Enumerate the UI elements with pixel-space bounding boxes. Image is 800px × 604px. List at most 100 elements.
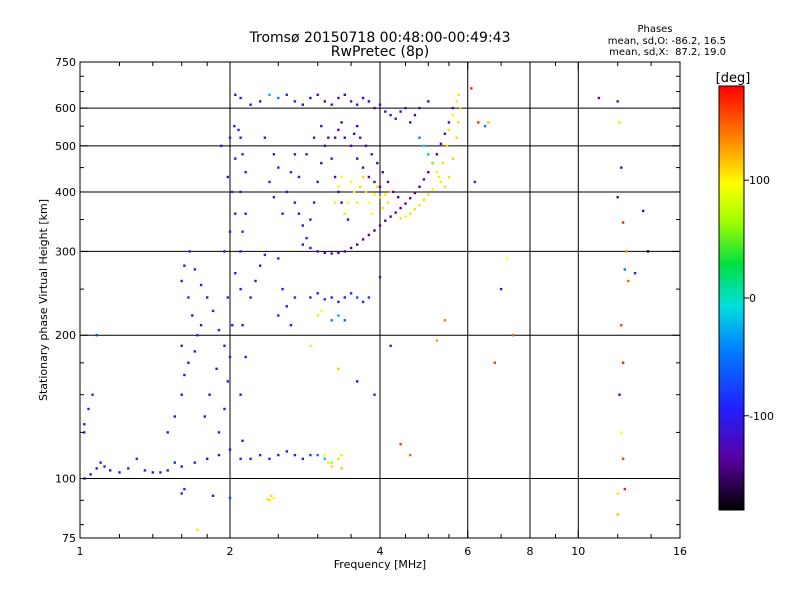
axes-layer: 1 2 4 6 8 10 16 75 100 200 300 400 500 600 750 [55,56,687,558]
echo-point-55 [234,157,237,160]
x-axis-label: Frequency [MHz] [334,558,426,571]
echo-point-204 [443,185,447,188]
echo-point-163 [391,190,395,194]
echo-point-217 [431,188,434,191]
colorbar-gradient [718,85,745,511]
echo-point-149 [349,144,353,147]
echo-point-270 [180,492,183,495]
echo-point-317 [623,487,626,491]
y-tick-label-7: 750 [55,56,76,69]
echo-point-105 [349,100,353,103]
echo-point-318 [616,513,619,516]
y-tick-label-2: 200 [55,329,76,342]
echo-point-85 [340,467,343,470]
echo-point-211 [455,100,458,103]
echo-point-248 [330,296,333,299]
echo-point-169 [330,252,333,255]
echo-point-62 [244,171,247,174]
phase-stats-heading: Phases [637,24,672,35]
echo-point-305 [620,166,623,169]
echo-point-308 [625,250,628,253]
echo-point-102 [330,103,333,106]
echo-point-24 [187,361,190,364]
echo-point-107 [361,96,365,100]
echo-point-162 [386,180,390,184]
echo-point-61 [241,153,244,156]
echo-point-310 [627,279,630,283]
echo-point-160 [376,161,379,165]
phase-colorbar: [deg] 100 0 -100 [716,71,774,511]
echo-point-181 [399,206,402,210]
echo-point-124 [293,153,297,156]
echo-point-171 [343,250,346,253]
echo-point-237 [384,193,387,196]
echo-point-103 [337,96,340,100]
echo-point-187 [427,171,430,174]
echo-point-77 [285,450,288,453]
echo-point-110 [378,103,382,106]
echo-point-304 [618,121,621,124]
echo-point-23 [183,373,186,377]
echo-point-170 [337,251,340,254]
echo-point-1 [89,473,92,476]
echo-point-83 [330,461,333,464]
echo-point-260 [277,314,280,317]
echo-point-285 [435,339,438,342]
echo-point-216 [437,175,440,179]
echo-point-109 [373,106,376,110]
echo-point-70 [239,393,242,396]
echo-point-208 [457,121,460,124]
echo-point-233 [373,193,376,196]
echo-point-59 [220,144,223,147]
echo-point-6 [118,471,121,474]
echo-point-90 [234,93,237,96]
x-tick-label-0: 1 [77,545,84,558]
echo-point-232 [370,212,373,215]
echo-point-242 [340,175,343,179]
echo-point-67 [239,287,242,291]
echo-point-147 [340,121,343,124]
echo-point-182 [404,202,407,205]
echo-point-96 [285,93,288,96]
echo-point-190 [439,142,443,145]
echo-point-312 [621,361,625,364]
x-tick-label-1: 2 [227,545,234,558]
echo-point-161 [381,171,384,174]
y-tick-label-6: 600 [55,102,76,115]
echo-point-246 [316,292,319,295]
echo-point-238 [346,201,350,204]
echo-point-276 [272,496,276,500]
echo-point-222 [409,212,412,215]
echo-point-50 [223,250,226,253]
echo-point-51 [228,230,232,233]
echo-point-291 [337,367,340,370]
echo-point-135 [327,136,330,139]
echo-point-132 [316,180,319,184]
y-axis-label: Stationary phase Virtual Height [km] [37,199,50,401]
echo-point-159 [370,153,373,156]
echo-point-218 [427,193,430,196]
echo-point-191 [443,132,447,135]
echo-point-321 [633,272,637,275]
echo-point-277 [270,494,273,497]
echo-point-27 [199,324,203,327]
echo-point-287 [389,344,392,347]
echo-point-31 [183,264,186,267]
echo-point-156 [356,124,359,128]
echo-point-69 [244,355,247,359]
echo-point-254 [367,296,371,299]
echo-point-22 [180,393,183,396]
echo-point-172 [349,246,353,250]
points-layer [83,87,650,532]
echo-point-274 [196,528,199,532]
echo-point-306 [616,196,619,199]
echo-point-3 [99,461,102,464]
echo-point-116 [263,136,267,139]
echo-point-68 [241,324,244,327]
echo-point-289 [373,393,376,396]
echo-point-275 [268,499,271,502]
echo-point-150 [356,157,359,160]
echo-point-15 [83,431,86,434]
echo-point-25 [193,350,196,353]
